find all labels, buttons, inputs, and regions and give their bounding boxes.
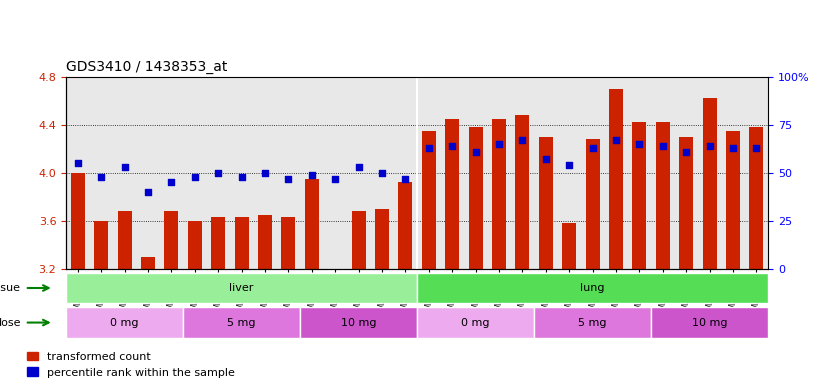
Bar [422,131,436,269]
Text: GDS3410 / 1438353_at: GDS3410 / 1438353_at [66,60,227,74]
Bar [305,179,319,269]
Text: 10 mg: 10 mg [692,318,728,328]
Point [375,170,389,176]
Bar [188,221,202,269]
Point [422,145,435,151]
Point [703,143,716,149]
Point [329,175,342,182]
Bar [352,211,366,269]
Bar [164,211,178,269]
Point [141,189,154,195]
Point [188,174,202,180]
FancyBboxPatch shape [66,273,417,303]
Point [282,175,295,182]
Point [118,164,131,170]
Bar [235,217,249,269]
Point [492,141,506,147]
Point [680,149,693,155]
FancyBboxPatch shape [651,307,768,338]
Bar [117,211,131,269]
Point [164,179,178,185]
Bar [633,122,647,269]
Point [306,172,319,178]
Bar [609,89,623,269]
Bar [258,215,272,269]
Point [539,156,553,162]
Point [586,145,600,151]
Point [95,174,107,180]
Bar [703,98,717,269]
Text: dose: dose [0,318,21,328]
Point [515,137,529,143]
FancyBboxPatch shape [417,307,534,338]
Text: 0 mg: 0 mg [462,318,490,328]
Bar [539,137,553,269]
Bar [398,182,412,269]
Bar [141,257,155,269]
FancyBboxPatch shape [183,307,300,338]
Bar [563,223,577,269]
Bar [726,131,740,269]
FancyBboxPatch shape [534,307,651,338]
FancyBboxPatch shape [300,307,417,338]
Point [469,149,482,155]
Text: 5 mg: 5 mg [227,318,256,328]
Point [727,145,740,151]
Bar [282,217,296,269]
Legend: transformed count, percentile rank within the sample: transformed count, percentile rank withi… [22,347,239,382]
Text: 5 mg: 5 mg [578,318,607,328]
Bar [515,115,529,269]
Point [563,162,576,168]
Point [656,143,669,149]
Bar [656,122,670,269]
Bar [445,119,459,269]
Point [235,174,248,180]
Point [71,160,84,166]
Text: tissue: tissue [0,283,21,293]
Text: 0 mg: 0 mg [111,318,139,328]
Text: lung: lung [581,283,605,293]
FancyBboxPatch shape [66,307,183,338]
Point [610,137,623,143]
Text: liver: liver [230,283,254,293]
Point [446,143,459,149]
Bar [586,139,600,269]
Bar [749,127,763,269]
Bar [94,221,108,269]
Point [211,170,225,176]
Bar [71,173,85,269]
Point [352,164,365,170]
Point [399,175,412,182]
Text: 10 mg: 10 mg [341,318,377,328]
Bar [492,119,506,269]
Bar [211,217,225,269]
Bar [679,137,693,269]
FancyBboxPatch shape [417,273,768,303]
Point [633,141,646,147]
Bar [375,209,389,269]
Point [750,145,763,151]
Point [259,170,272,176]
Bar [468,127,482,269]
